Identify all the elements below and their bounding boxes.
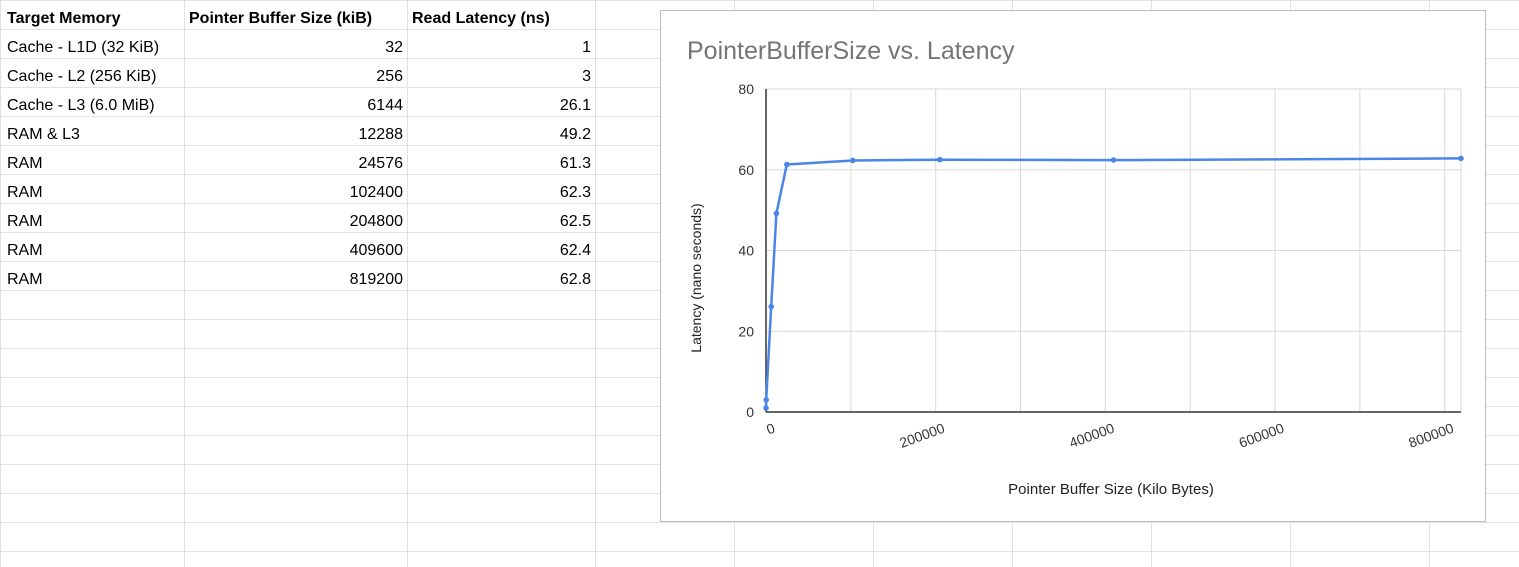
cell-read-latency[interactable]: 62.3 <box>559 184 591 201</box>
cell-buffer-size[interactable]: 819200 <box>349 271 403 288</box>
x-tick-label: 600000 <box>1237 420 1287 451</box>
series-line <box>764 157 1462 409</box>
x-tick-label: 0 <box>764 420 777 438</box>
cell-target-memory[interactable]: Cache - L1D (32 KiB) <box>7 39 160 56</box>
column-divider <box>595 0 596 567</box>
data-point <box>768 303 775 310</box>
cell-read-latency[interactable]: 62.4 <box>559 242 591 259</box>
x-axis-label: Pointer Buffer Size (Kilo Bytes) <box>1008 481 1214 498</box>
column-divider <box>407 0 408 567</box>
cell-read-latency[interactable]: 1 <box>582 39 591 56</box>
data-point <box>850 157 856 164</box>
data-point <box>763 397 770 403</box>
cell-target-memory[interactable]: RAM & L3 <box>7 126 80 143</box>
cell-target-memory[interactable]: RAM <box>7 271 43 288</box>
cell-buffer-size[interactable]: 24576 <box>358 155 404 172</box>
data-point <box>1458 155 1464 162</box>
data-point <box>773 210 780 217</box>
header-cell-buffer-size[interactable]: Pointer Buffer Size (kiB) <box>189 10 373 27</box>
cell-target-memory[interactable]: RAM <box>7 213 43 230</box>
embedded-chart[interactable]: PointerBufferSize vs. Latency Pointer Bu… <box>660 10 1486 522</box>
cell-target-memory[interactable]: Cache - L2 (256 KiB) <box>7 68 157 85</box>
x-tick-label: 400000 <box>1067 420 1117 451</box>
cell-target-memory[interactable]: RAM <box>7 155 43 172</box>
cell-buffer-size[interactable]: 102400 <box>349 184 403 201</box>
y-tick-label: 60 <box>738 162 754 178</box>
chart-title: PointerBufferSize vs. Latency <box>687 37 1015 65</box>
cell-target-memory[interactable]: RAM <box>7 242 43 259</box>
line-chart: PointerBufferSize vs. Latency Pointer Bu… <box>687 37 1464 498</box>
header-cell-target-memory[interactable]: Target Memory <box>7 10 121 27</box>
data-point <box>784 161 790 168</box>
cell-buffer-size[interactable]: 204800 <box>349 213 403 230</box>
cell-buffer-size[interactable]: 256 <box>376 68 403 85</box>
data-point <box>763 405 769 411</box>
y-axis-label: Latency (nano seconds) <box>688 203 704 352</box>
cell-target-memory[interactable]: Cache - L3 (6.0 MiB) <box>7 97 155 114</box>
cell-buffer-size[interactable]: 12288 <box>358 126 404 143</box>
y-tick-label: 80 <box>738 81 754 97</box>
cell-read-latency[interactable]: 26.1 <box>559 97 591 114</box>
cell-read-latency[interactable]: 61.3 <box>559 155 591 172</box>
cell-read-latency[interactable]: 49.2 <box>559 126 591 143</box>
data-point <box>1110 157 1117 163</box>
y-tick-label: 20 <box>738 323 754 339</box>
cell-read-latency[interactable]: 62.5 <box>559 213 591 230</box>
x-tick-label: 200000 <box>897 420 947 451</box>
cell-read-latency[interactable]: 3 <box>582 68 591 85</box>
y-tick-label: 0 <box>746 404 754 420</box>
cell-buffer-size[interactable]: 32 <box>385 39 403 56</box>
x-tick-label: 800000 <box>1406 420 1456 451</box>
cell-buffer-size[interactable]: 409600 <box>349 242 403 259</box>
data-point <box>936 156 943 163</box>
cell-buffer-size[interactable]: 6144 <box>367 97 403 114</box>
header-cell-read-latency[interactable]: Read Latency (ns) <box>412 10 550 27</box>
column-divider <box>184 0 185 567</box>
y-tick-label: 40 <box>738 243 754 259</box>
cell-target-memory[interactable]: RAM <box>7 184 43 201</box>
cell-read-latency[interactable]: 62.8 <box>559 271 591 288</box>
